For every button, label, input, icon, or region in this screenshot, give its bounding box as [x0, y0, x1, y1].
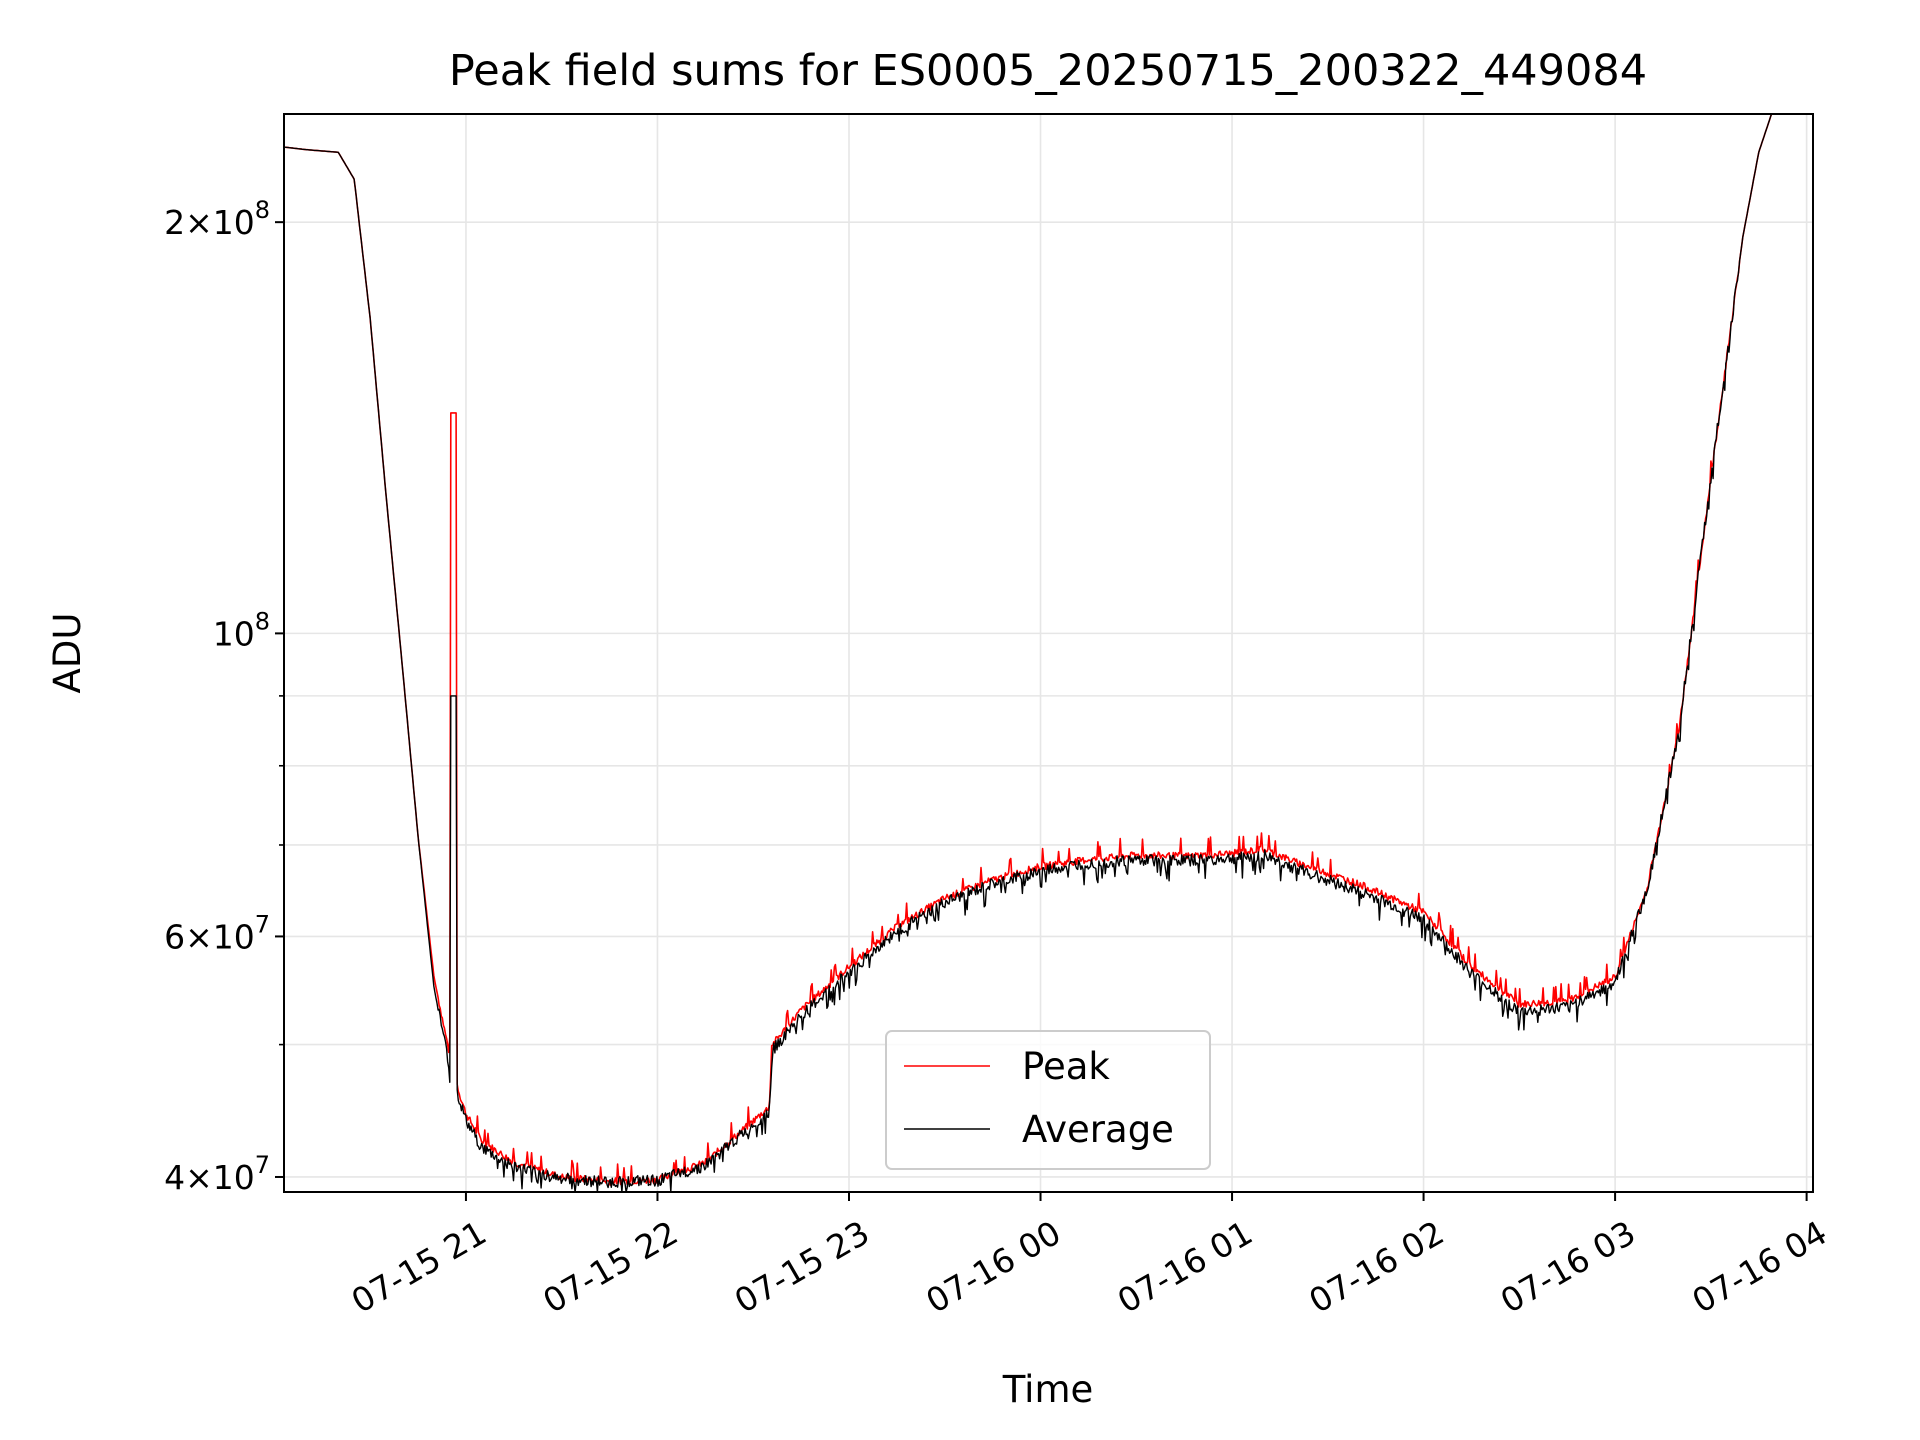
y-tick-label: 4×107 — [164, 1151, 270, 1197]
y-tick-base: 4×10 — [164, 1158, 255, 1197]
y-tick-exponent: 7 — [255, 1151, 270, 1179]
x-tick-label: 07-16 00 — [919, 1213, 1067, 1321]
legend: Peak Average — [885, 1030, 1211, 1170]
y-tick-exponent: 8 — [255, 607, 270, 635]
legend-label-peak: Peak — [1022, 1045, 1110, 1088]
chart-title: Peak field sums for ES0005_20250715_2003… — [449, 46, 1647, 96]
y-tick-base: 2×10 — [164, 203, 255, 242]
y-tick-base: 6×10 — [164, 917, 255, 956]
y-tick-label: 108 — [213, 607, 270, 653]
x-tick-label: 07-15 22 — [536, 1213, 684, 1321]
x-tick-label: 07-16 04 — [1685, 1213, 1833, 1321]
x-tick-label: 07-16 01 — [1111, 1213, 1259, 1321]
y-tick-exponent: 7 — [255, 910, 270, 938]
legend-label-average: Average — [1022, 1108, 1174, 1151]
plot-frame — [283, 113, 1814, 1193]
y-tick-label: 6×107 — [164, 910, 270, 956]
x-tick-label: 07-16 02 — [1302, 1213, 1450, 1321]
y-tick-base: 10 — [213, 614, 255, 653]
series-layer — [283, 113, 1773, 1193]
x-tick-label: 07-15 21 — [345, 1213, 493, 1321]
series-line-average — [283, 113, 1773, 1193]
y-tick-label: 2×108 — [164, 196, 270, 242]
y-axis-label: ADU — [46, 613, 89, 694]
series-line-peak — [283, 113, 1773, 1186]
x-tick-label: 07-15 23 — [728, 1213, 876, 1321]
x-tick-label: 07-16 03 — [1494, 1213, 1642, 1321]
x-axis-label: Time — [1002, 1368, 1094, 1411]
y-tick-exponent: 8 — [255, 196, 270, 224]
